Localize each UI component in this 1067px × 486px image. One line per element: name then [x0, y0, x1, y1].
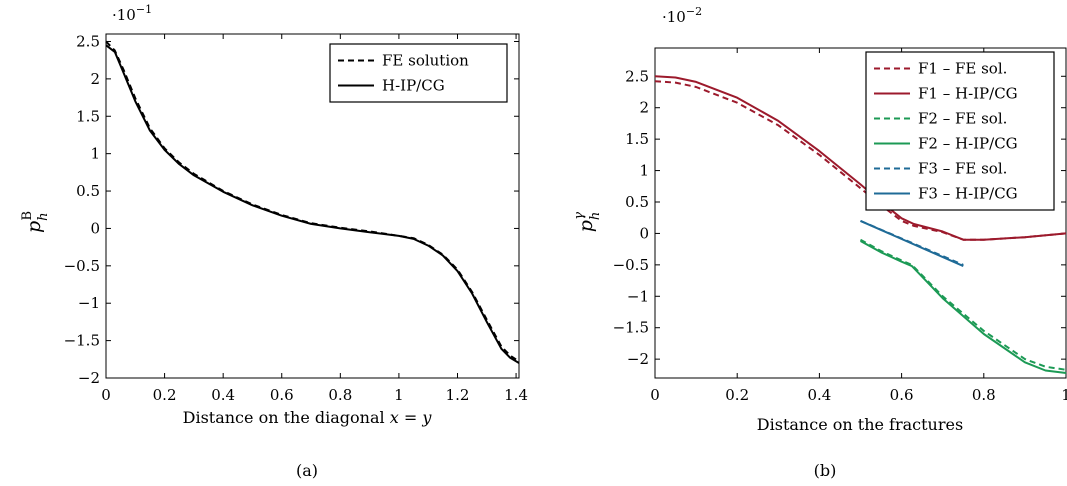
y-tick-label: −1: [78, 294, 100, 312]
plot-frame-1: [654, 47, 1067, 379]
legend-label: F1 – FE sol.: [918, 60, 1007, 78]
x-tick-label: 0.8: [972, 386, 996, 404]
y-tick-label: 2.5: [76, 32, 100, 50]
x-axis-label-a: Distance on the diagonal x = y: [183, 408, 433, 427]
x-tick-label: 0: [101, 386, 111, 404]
x-tick-label: 0.6: [270, 386, 294, 404]
y-tick-label: 0.5: [76, 182, 100, 200]
y-tick-label: −2: [627, 350, 649, 368]
y-axis-label-b: phγ: [572, 212, 603, 233]
x-tick-label: 1.2: [446, 386, 470, 404]
legend-label: H-IP/CG: [382, 77, 445, 95]
y-axis-label-a: phB: [20, 211, 51, 233]
series-line-f2-fe-sol-: [860, 238, 1067, 371]
y-tick-label: −1.5: [613, 319, 649, 337]
legend-label: FE solution: [382, 52, 469, 70]
legend-box: [865, 51, 1055, 211]
y-tick-label: 0.5: [625, 193, 649, 211]
legend-label: F2 – FE sol.: [918, 110, 1007, 128]
caption-a: (a): [296, 461, 318, 480]
plot-frame-0: [105, 33, 520, 379]
legend-label: F2 – H-IP/CG: [918, 135, 1018, 153]
x-tick-label: 1: [1061, 386, 1067, 404]
caption-b: (b): [814, 461, 837, 480]
legend-label: F3 – FE sol.: [918, 160, 1007, 178]
x-tick-label: 1: [394, 386, 404, 404]
x-axis-label-b: Distance on the fractures: [757, 415, 963, 434]
y-tick-label: −0.5: [613, 256, 649, 274]
y-tick-label: 2: [639, 99, 649, 117]
y-multiplier-a: ·10−1: [112, 3, 152, 24]
y-tick-label: −1.5: [64, 332, 100, 350]
y-tick-label: 2: [90, 70, 100, 88]
y-tick-label: 2.5: [625, 67, 649, 85]
legend-label: F3 – H-IP/CG: [918, 185, 1018, 203]
series-line-f2-h-ip-cg: [860, 240, 1067, 374]
legend-label: F1 – H-IP/CG: [918, 85, 1018, 103]
series-line-h-ip-cg: [105, 44, 520, 364]
y-tick-label: 0: [90, 219, 100, 237]
y-tick-label: 1.5: [625, 130, 649, 148]
x-tick-label: 0.4: [807, 386, 831, 404]
series-line-f3-h-ip-cg: [860, 219, 964, 268]
x-tick-label: 0.2: [153, 386, 177, 404]
y-tick-label: 0: [639, 224, 649, 242]
y-tick-label: 1: [639, 162, 649, 180]
x-tick-label: 0.8: [328, 386, 352, 404]
x-tick-label: 1.4: [504, 386, 528, 404]
x-tick-label: 0.4: [211, 386, 235, 404]
x-tick-label: 0.6: [890, 386, 914, 404]
y-tick-label: −0.5: [64, 257, 100, 275]
y-multiplier-b: ·10−2: [662, 5, 702, 26]
legend-box: [329, 43, 508, 103]
y-tick-label: −2: [78, 369, 100, 387]
x-tick-label: 0: [650, 386, 660, 404]
y-tick-label: 1: [90, 145, 100, 163]
y-tick-label: −1: [627, 287, 649, 305]
y-tick-label: 1.5: [76, 107, 100, 125]
x-tick-label: 0.2: [725, 386, 749, 404]
